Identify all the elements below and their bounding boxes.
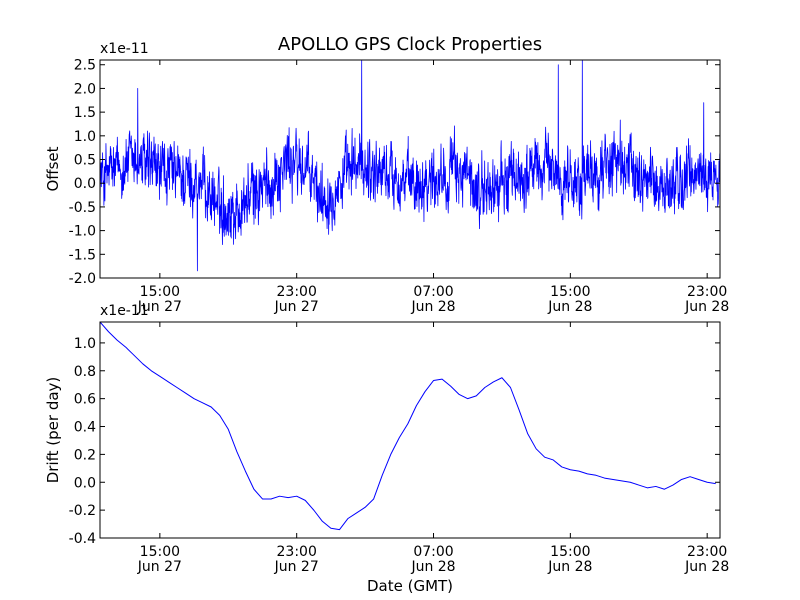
x-tick-date-label: Jun 28 <box>547 299 592 315</box>
y-tick-label: -1.5 <box>69 247 96 263</box>
y-tick-label: 0.6 <box>74 392 96 408</box>
x-tick-time-label: 23:00 <box>277 544 317 560</box>
y-tick-label: 0.0 <box>74 475 96 491</box>
plot-frame <box>99 59 721 279</box>
y-tick-label: 1.0 <box>74 336 96 352</box>
y-tick-label: 0.2 <box>74 447 96 463</box>
y-tick-label: 1.5 <box>74 105 96 121</box>
y-tick-label: -2.0 <box>69 271 96 287</box>
x-tick-date-label: Jun 28 <box>684 299 729 315</box>
y-tick-label: -0.2 <box>69 503 96 519</box>
y-tick-label: 0.4 <box>74 420 96 436</box>
x-tick-date-label: Jun 27 <box>274 559 319 575</box>
y-tick-label: 0.0 <box>74 176 96 192</box>
x-tick-time-label: 15:00 <box>550 284 590 300</box>
x-tick-date-label: Jun 27 <box>274 299 319 315</box>
plot-frame <box>99 321 721 539</box>
x-tick-date-label: Jun 28 <box>410 299 455 315</box>
y-tick-label: 0.5 <box>74 153 96 169</box>
x-tick-time-label: 15:00 <box>140 284 180 300</box>
x-tick-time-label: 07:00 <box>413 544 453 560</box>
chart-title: APOLLO GPS Clock Properties <box>278 34 542 55</box>
x-tick-time-label: 23:00 <box>687 284 727 300</box>
x-tick-time-label: 23:00 <box>687 544 727 560</box>
y-tick-label: -0.4 <box>69 531 96 547</box>
y-tick-label: 1.0 <box>74 129 96 145</box>
x-tick-time-label: 15:00 <box>140 544 180 560</box>
x-tick-time-label: 15:00 <box>550 544 590 560</box>
y-scale-label: x1e-11 <box>100 303 149 319</box>
x-tick-date-label: Jun 27 <box>137 559 182 575</box>
x-axis-label: Date (GMT) <box>367 577 453 595</box>
y-tick-label: -0.5 <box>69 200 96 216</box>
x-tick-date-label: Jun 27 <box>137 299 182 315</box>
y-axis-label: Offset <box>44 146 62 191</box>
x-tick-date-label: Jun 28 <box>684 559 729 575</box>
series-line <box>100 322 716 531</box>
y-tick-label: 2.5 <box>74 58 96 74</box>
y-tick-label: -1.0 <box>69 224 96 240</box>
y-scale-label: x1e-11 <box>100 41 149 57</box>
y-tick-label: 2.0 <box>74 81 96 97</box>
x-tick-time-label: 23:00 <box>277 284 317 300</box>
x-tick-date-label: Jun 28 <box>547 559 592 575</box>
y-axis-label: Drift (per day) <box>44 377 62 484</box>
series-line <box>100 60 720 272</box>
x-tick-time-label: 07:00 <box>413 284 453 300</box>
y-tick-label: 0.8 <box>74 364 96 380</box>
x-tick-date-label: Jun 28 <box>410 559 455 575</box>
